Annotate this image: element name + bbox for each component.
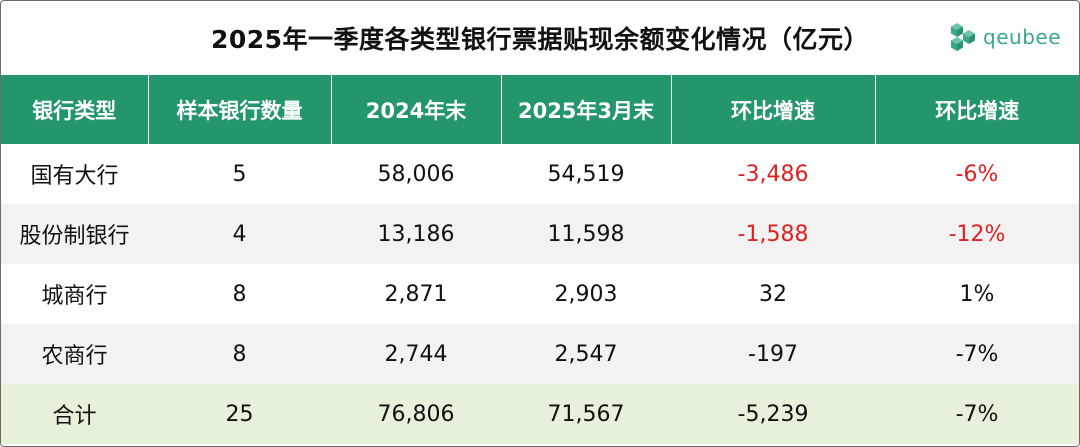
cell-qoq-change: -5,239 [671,384,875,444]
cell-qoq-change: -3,486 [737,161,809,187]
col-header-bank-type: 银行类型 [1,75,148,144]
cell-bank-type: 农商行 [1,324,148,384]
cell-qoq-rate: -12% [875,204,1079,264]
cell-qoq-rate: -6% [955,161,999,187]
cell-sample-count: 25 [148,384,331,444]
table-row: 国有大行 5 58,006 54,519 -3,486 -6% [1,144,1079,204]
cell-2024-end: 58,006 [377,161,455,187]
cell-qoq-rate: -7% [875,324,1079,384]
cell-sample-count: 8 [232,281,247,307]
col-header-sample-count: 样本银行数量 [147,75,331,144]
cell-bank-type: 国有大行 [30,164,119,189]
cell-sample-count: 5 [232,161,247,187]
cell-qoq-change: -197 [671,324,875,384]
cell-2025-mar-end: 2,547 [501,324,671,384]
cell-sample-count: 4 [148,204,331,264]
cell-2025-mar-end: 71,567 [501,384,671,444]
cell-2025-mar-end: 11,598 [501,204,671,264]
table-row: 农商行 8 2,744 2,547 -197 -7% [1,324,1079,384]
col-header-qoq-rate: 环比增速 [874,75,1079,144]
table-row: 股份制银行 4 13,186 11,598 -1,588 -12% [1,204,1079,264]
col-header-qoq-change: 环比增速 [670,75,875,144]
cell-2024-end: 13,186 [331,204,501,264]
cell-sample-count: 8 [148,324,331,384]
cell-2024-end: 76,806 [331,384,501,444]
cell-qoq-rate: 1% [959,281,995,307]
qeubee-logo: qeubee [947,21,1061,53]
cell-bank-type: 股份制银行 [1,204,148,264]
col-header-2024-end: 2024年末 [330,75,501,144]
discount-balance-table: 银行类型 样本银行数量 2024年末 2025年3月末 环比增速 环比增速 国有… [1,75,1079,444]
table-header-row: 银行类型 样本银行数量 2024年末 2025年3月末 环比增速 环比增速 [1,75,1079,144]
col-header-2025-mar-end: 2025年3月末 [500,75,671,144]
cell-2025-mar-end: 54,519 [547,161,625,187]
cell-2024-end: 2,744 [331,324,501,384]
cube-logo-icon [947,21,979,53]
page-title: 2025年一季度各类型银行票据贴现余额变化情况（亿元） [210,25,870,54]
cell-bank-type: 城商行 [41,284,108,309]
table-row: 城商行 8 2,871 2,903 32 1% [1,264,1079,324]
logo-text: qeubee [983,25,1061,49]
table-total-row: 合计 25 76,806 71,567 -5,239 -7% [1,384,1079,444]
cell-bank-type: 合计 [1,384,148,444]
cell-qoq-change: -1,588 [671,204,875,264]
cell-2024-end: 2,871 [384,281,448,307]
cell-qoq-rate: -7% [875,384,1079,444]
cell-qoq-change: 32 [759,281,787,307]
cell-2025-mar-end: 2,903 [554,281,618,307]
